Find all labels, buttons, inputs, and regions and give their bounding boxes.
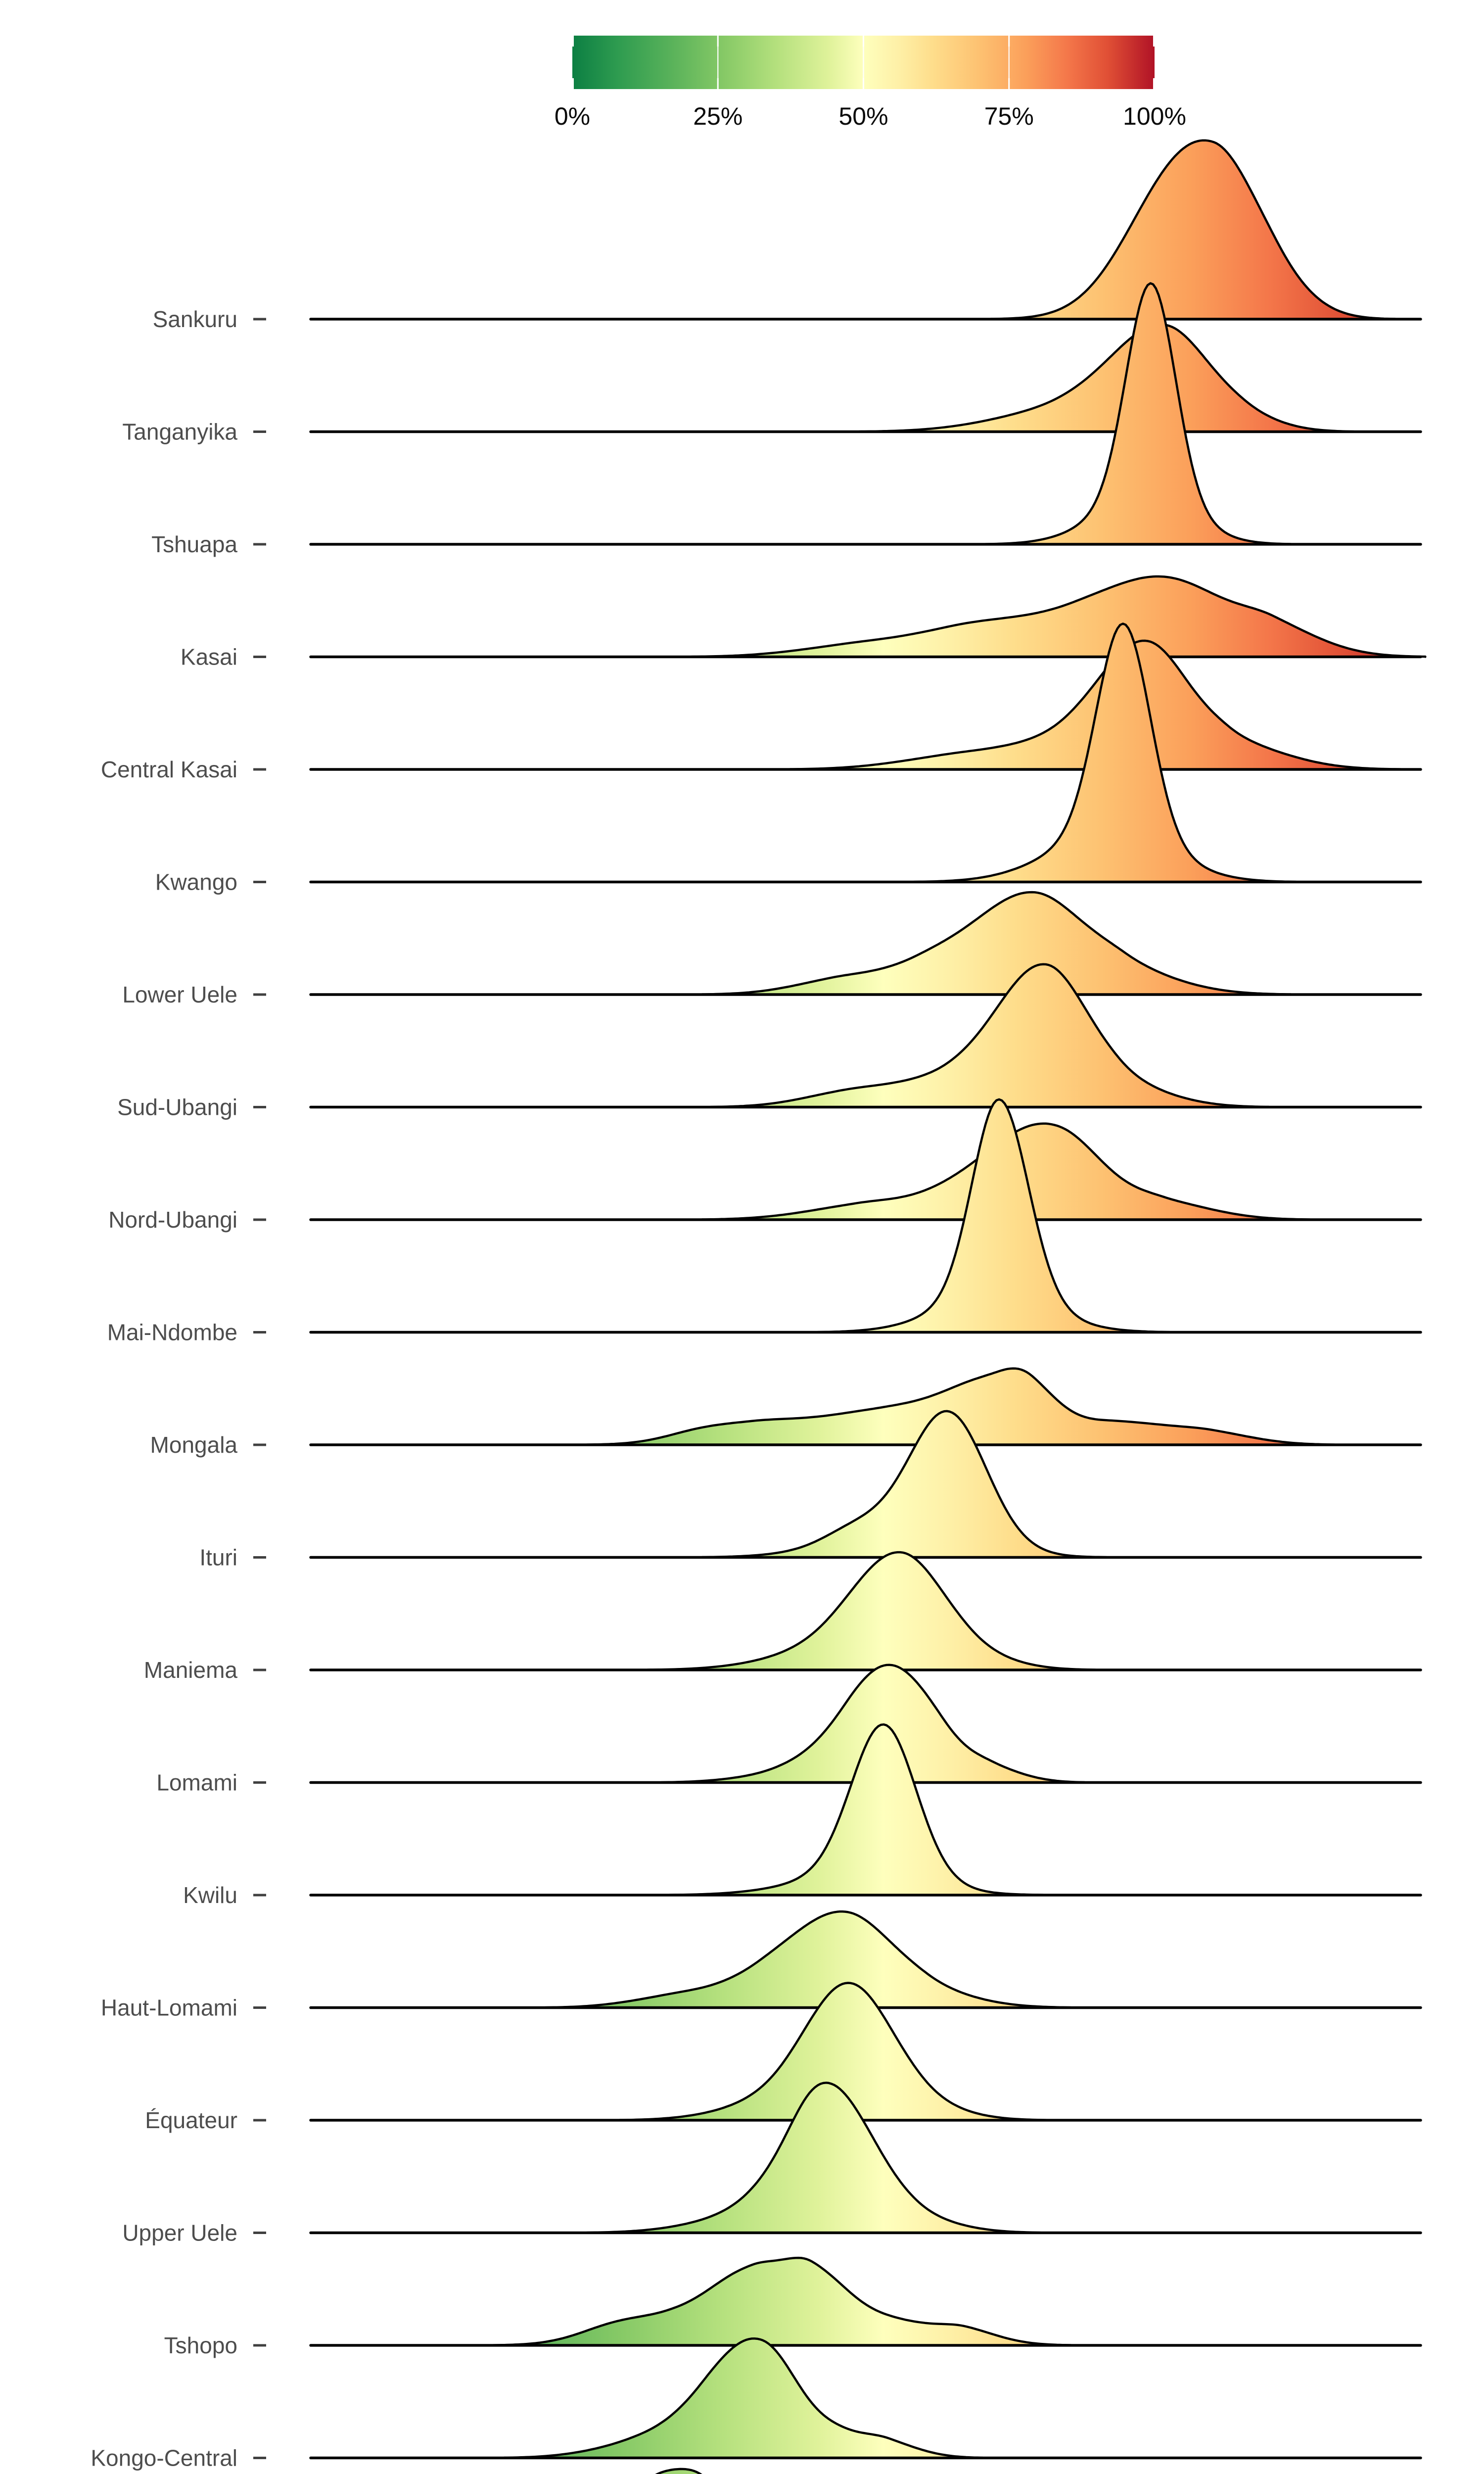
ridge-outline-lower-uele [701, 891, 1292, 996]
ridge-row: Kongo-Central [91, 2337, 1422, 2471]
ridge-fill-mongala [587, 1368, 1335, 1445]
row-label: Lomami [156, 1770, 237, 1796]
ridge-outline-tanganyika [858, 323, 1355, 433]
ridge-row: Sud-Ubangi [117, 963, 1422, 1120]
row-label: Haut-Lomami [101, 1995, 237, 2021]
colorbar-tick-label: 100% [1123, 102, 1186, 130]
ridge-fill-central-kasai [790, 640, 1401, 769]
row-label: Tshuapa [151, 531, 237, 557]
ridge-fill-lower-uele [702, 892, 1291, 995]
ridge-row: Mongala [150, 1367, 1422, 1458]
ridge-fill-kasai [691, 576, 1426, 657]
ridge-fill-sankuru [991, 140, 1395, 319]
ridge-fill-tshuapa [985, 283, 1291, 544]
ridge-outline-ituri [701, 1410, 1108, 1559]
row-label: Maniema [144, 1657, 238, 1683]
ridge-outline-sud-ubangi [709, 963, 1270, 1108]
ridge-row: Nord-Ubangi [108, 1122, 1422, 1233]
row-label: Mongala [150, 1432, 238, 1458]
ridge-row: Haut-Lomami [101, 1910, 1422, 2021]
ridge-row: Tanganyika [122, 323, 1422, 445]
ridge-outline-tshuapa [984, 282, 1292, 546]
row-label: Kasai [181, 644, 237, 670]
ridge-outline-lomami [660, 1664, 1086, 1784]
row-label: Kwango [155, 869, 237, 895]
ridge-outline-mongala [586, 1367, 1336, 1446]
colorbar-legend: 0% 25% 50% 75% 100% [555, 36, 1186, 130]
ridge-fill-ituri [702, 1411, 1107, 1558]
ridge-outline-kwilu [668, 1723, 1045, 1897]
row-label: Lower Uele [122, 982, 237, 1007]
row-label: Central Kasai [101, 757, 237, 782]
ridge-outline-tshopo [492, 2256, 1072, 2347]
ridge-outline-central-kasai [789, 639, 1402, 771]
ridge-outline-sankuru [989, 139, 1396, 321]
ridge-fill-kwango [914, 623, 1297, 882]
ridge-fill-kasai-oriental [657, 2469, 700, 2474]
row-label: Kwilu [183, 1882, 237, 1908]
ridge-row: Kwilu [183, 1723, 1422, 1908]
row-label: Nord-Ubangi [108, 1207, 237, 1233]
ridge-outline-kasai [690, 575, 1427, 658]
ridge-fill-upper-uele [587, 2083, 1041, 2233]
ridge-row: Tshopo [164, 2256, 1422, 2358]
ridge-row: Maniema [144, 1551, 1422, 1683]
ridge-fill-maniema [647, 1552, 1096, 1670]
ridge-fill--quateur [620, 1983, 1046, 2120]
row-label: Tanganyika [122, 419, 237, 445]
ridge-outline-kwango [913, 622, 1298, 883]
ridge-row: Kasai [181, 575, 1427, 670]
row-label: Sankuru [153, 306, 237, 332]
ridge-row: Central Kasai [101, 639, 1422, 782]
ridge-outline-maniema [646, 1551, 1097, 1671]
ridge-fill-kongo-central [504, 2338, 983, 2458]
ridge-outline-haut-lomami [544, 1910, 1072, 2009]
ridge-fill-mai-ndombe [818, 1099, 1170, 1332]
colorbar-tick-label: 50% [838, 102, 888, 130]
ridge-fill-haut-lomami [545, 1911, 1071, 2008]
ridge-fill-kwilu [669, 1724, 1043, 1895]
ridge-row: Upper Uele [122, 2082, 1422, 2246]
ridge-outline-upper-uele [586, 2082, 1042, 2234]
ridge-row: Équateur [145, 1982, 1422, 2133]
ridge-outline-kasai-oriental [655, 2468, 702, 2474]
row-label: Upper Uele [122, 2220, 237, 2246]
ridge-fill-sud-ubangi [710, 964, 1269, 1107]
ridge-row: Lomami [156, 1664, 1422, 1796]
ridge-outline--quateur [618, 1982, 1047, 2122]
ridge-row: Kasai-Oriental [655, 2468, 702, 2474]
row-label: Tshopo [164, 2332, 237, 2358]
row-label: Kongo-Central [91, 2445, 237, 2471]
ridge-fill-tanganyika [859, 324, 1354, 432]
ridge-row: Kwango [155, 622, 1422, 895]
ridge-row: Lower Uele [122, 891, 1422, 1007]
colorbar-tick-label: 0% [555, 102, 590, 130]
ridge-row: Tshuapa [151, 282, 1422, 557]
row-label: Équateur [145, 2107, 237, 2133]
ridge-outline-kongo-central [503, 2337, 984, 2459]
ridge-fill-lomami [661, 1665, 1085, 1783]
ridge-outline-mai-ndombe [816, 1098, 1171, 1333]
ridge-row: Mai-Ndombe [107, 1098, 1422, 1345]
colorbar-tick-label: 75% [984, 102, 1034, 130]
ridge-row: Sankuru [153, 139, 1422, 332]
colorbar-tick-label: 25% [693, 102, 742, 130]
row-label: Mai-Ndombe [107, 1320, 237, 1345]
row-label: Sud-Ubangi [117, 1094, 237, 1120]
row-label: Ituri [199, 1545, 237, 1570]
ridge-row: Ituri [199, 1410, 1422, 1570]
